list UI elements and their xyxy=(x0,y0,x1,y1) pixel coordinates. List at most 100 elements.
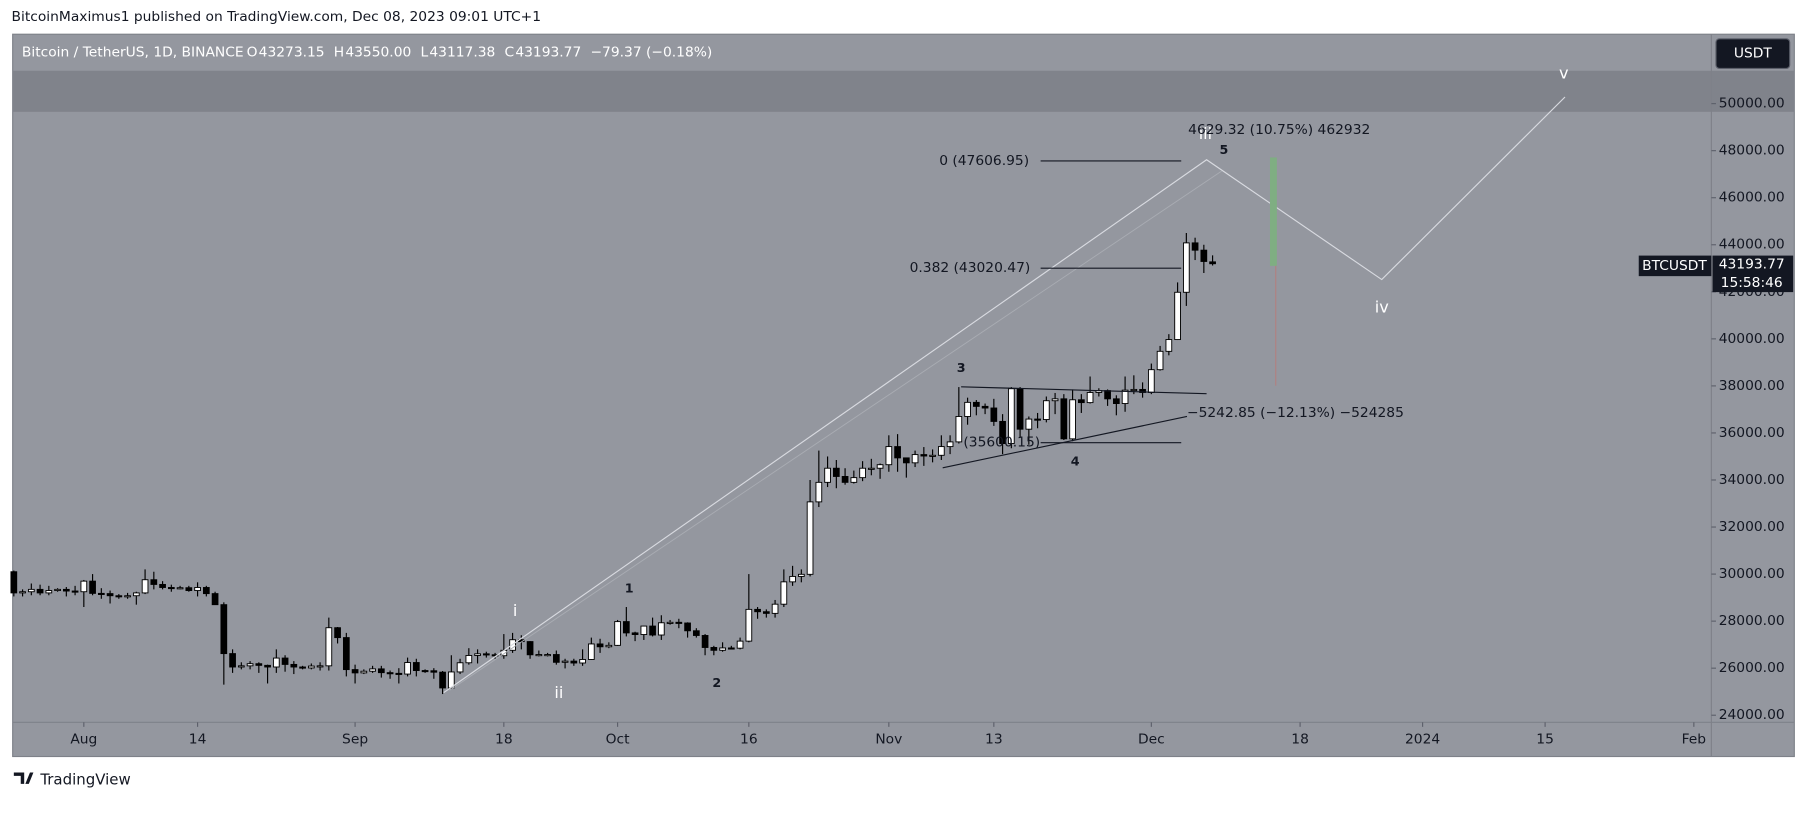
candle-body xyxy=(1209,261,1216,265)
candle-body xyxy=(1165,339,1173,352)
candle-body xyxy=(675,621,683,624)
candle-body xyxy=(360,670,368,674)
ohlc-key: H xyxy=(334,45,344,61)
candle-body xyxy=(80,580,88,593)
ohlc-legend: O 43273.15 H 43550.00 L 43117.38 C 43193.77 −79.… xyxy=(247,45,713,61)
candle-body xyxy=(1016,388,1024,430)
footer-logo: TradingView xyxy=(13,771,131,788)
annotation: 4 xyxy=(1071,454,1080,469)
candle-body xyxy=(1174,291,1181,341)
x-tick-label: Dec xyxy=(1138,731,1165,747)
candle-body xyxy=(701,635,709,648)
candle-body xyxy=(159,583,166,588)
candle-body xyxy=(876,464,884,469)
candle-body xyxy=(281,657,289,665)
candle-body xyxy=(894,446,901,459)
candle-body xyxy=(622,621,630,634)
candle-body xyxy=(1025,418,1033,430)
candle-body xyxy=(369,668,376,672)
resistance-zone xyxy=(12,70,1795,112)
candle-body xyxy=(124,595,131,598)
candle-body xyxy=(544,654,551,657)
candle-body xyxy=(132,592,140,597)
y-tick-label: 50000.00 xyxy=(1719,96,1785,112)
y-tick-label: 26000.00 xyxy=(1719,660,1785,676)
candle-body xyxy=(1191,242,1199,251)
candle-body xyxy=(789,575,796,583)
annotation: 4629.32 (10.75%) 462932 xyxy=(1188,122,1370,138)
trend-guide xyxy=(449,170,1222,691)
annotation: iv xyxy=(1375,298,1390,317)
candle-body xyxy=(19,591,26,594)
candle-body xyxy=(1112,398,1120,404)
x-tick-label: Feb xyxy=(1682,731,1706,747)
candle-body xyxy=(824,467,831,483)
candle-body xyxy=(1156,350,1164,371)
candle-body xyxy=(1069,399,1076,440)
candle-body xyxy=(264,664,271,668)
triangle-lower xyxy=(942,415,1188,469)
ohlc-value: 43193.77 xyxy=(515,45,581,61)
candle-body xyxy=(10,571,18,594)
last-price: 43193.77 xyxy=(1719,257,1785,273)
x-tick-label: 18 xyxy=(495,731,513,747)
plot: 24000.00 26000.00 28000.00 30000.00 32000.00… xyxy=(10,96,1785,747)
currency-button[interactable] xyxy=(1715,38,1791,70)
candle-body xyxy=(780,581,788,605)
chart-panel xyxy=(12,33,1795,758)
candle-body xyxy=(771,603,779,614)
candle-body xyxy=(141,579,149,594)
candle-body xyxy=(859,467,866,479)
x-tick-label: Oct xyxy=(606,731,631,747)
candle-body xyxy=(1200,249,1208,262)
candle-body xyxy=(964,401,971,417)
candle-body xyxy=(71,590,79,593)
candle-body xyxy=(194,587,201,592)
candle-body xyxy=(605,644,613,648)
candle-body xyxy=(955,416,963,443)
annotation: 0 (47606.95) xyxy=(939,153,1029,169)
candle-body xyxy=(1042,400,1050,420)
candle-body xyxy=(614,621,621,646)
candle-body xyxy=(841,476,849,483)
candle-body xyxy=(1034,418,1041,421)
candle-body xyxy=(395,672,403,675)
candle-body xyxy=(474,653,481,656)
annotation: 0.382 (43020.47) xyxy=(910,260,1031,276)
candle-body xyxy=(421,670,429,673)
y-tick-label: 38000.00 xyxy=(1719,378,1785,394)
annotation: 2 xyxy=(712,675,721,690)
currency-label[interactable]: USDT xyxy=(1734,46,1773,62)
x-tick-label: 15 xyxy=(1536,731,1554,747)
candle-body xyxy=(167,587,175,590)
candle-body xyxy=(211,593,219,606)
candle-body xyxy=(412,662,420,671)
annotation: iii xyxy=(1199,124,1212,143)
candle-body xyxy=(404,662,411,675)
candle-body xyxy=(719,647,726,651)
y-tick-label: 48000.00 xyxy=(1719,143,1785,159)
candle-body xyxy=(946,441,954,448)
candle-body xyxy=(150,579,158,585)
triangle-upper xyxy=(961,386,1207,395)
candle-body xyxy=(815,481,823,503)
candle-body xyxy=(999,420,1006,444)
candle-body xyxy=(307,665,315,669)
candle-body xyxy=(255,663,263,666)
annotation: 5 xyxy=(1219,142,1228,157)
candle-body xyxy=(587,643,595,660)
candle-body xyxy=(334,627,341,639)
candle-body xyxy=(657,622,665,636)
logo-mark xyxy=(13,772,34,784)
candle-body xyxy=(482,653,490,656)
x-tick-label: 18 xyxy=(1291,731,1309,747)
candle-body xyxy=(1130,388,1138,392)
candle-body xyxy=(430,670,438,673)
candle-body xyxy=(1051,398,1059,402)
candle-body xyxy=(754,608,761,613)
candle-body xyxy=(867,467,875,470)
candle-body xyxy=(832,467,840,477)
candle-body xyxy=(692,630,700,636)
